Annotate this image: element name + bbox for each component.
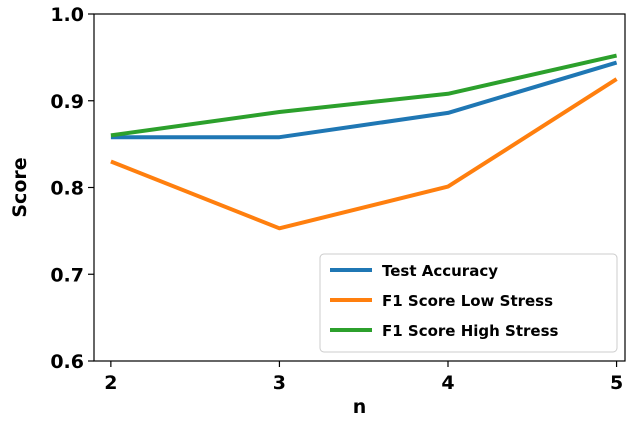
y-tick-label: 1.0	[50, 4, 84, 26]
legend-label: F1 Score Low Stress	[382, 292, 553, 310]
x-axis-label: n	[353, 396, 367, 418]
series-line-3	[110, 53, 618, 138]
x-tick-label: 3	[273, 372, 286, 394]
x-tick-label: 4	[441, 372, 454, 394]
y-axis-label: Score	[9, 157, 31, 217]
series-line-1	[110, 60, 618, 140]
y-tick-label: 0.9	[50, 91, 84, 113]
legend: Test Accuracy F1 Score Low Stress F1 Score…	[319, 253, 618, 353]
y-axis: 0.6 0.7 0.8 0.9 1.0	[50, 4, 94, 373]
series-line-2	[110, 77, 618, 231]
y-tick-label: 0.7	[50, 264, 84, 286]
x-tick-label: 2	[104, 372, 117, 394]
y-tick-label: 0.6	[50, 351, 84, 373]
legend-box	[319, 253, 618, 353]
legend-items: Test Accuracy F1 Score Low Stress F1 Score…	[330, 262, 559, 340]
legend-label: F1 Score High Stress	[382, 322, 559, 340]
legend-label: Test Accuracy	[382, 262, 498, 280]
series-layer	[110, 53, 618, 231]
y-tick-label: 0.8	[50, 178, 84, 200]
x-tick-label: 5	[610, 372, 623, 394]
x-axis: 2 3 4 5	[104, 361, 623, 394]
